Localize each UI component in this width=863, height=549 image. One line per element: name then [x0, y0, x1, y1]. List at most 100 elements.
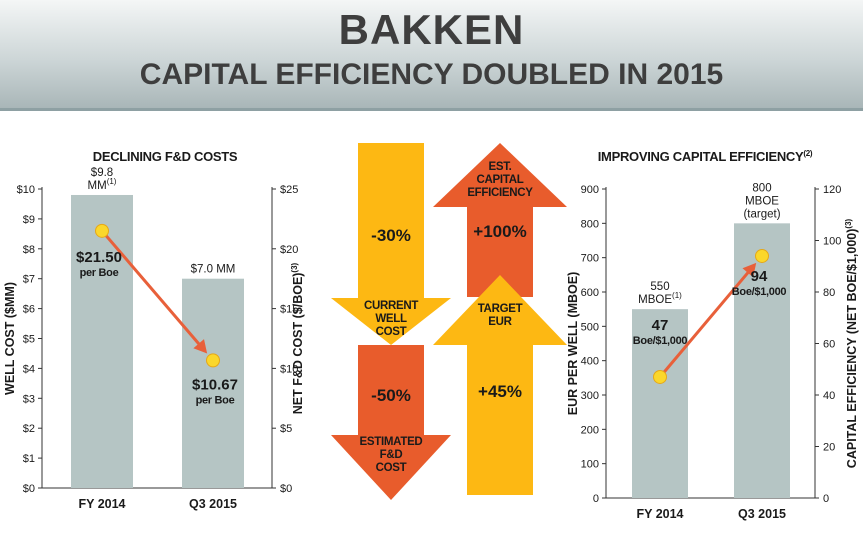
chart1-y2label-text: NET F&D COST ($/BOE): [291, 273, 305, 415]
chart2-point-unit-label: Boe/$1,000: [633, 335, 688, 347]
chart1-bar-value-label: $7.0 MM: [191, 264, 236, 276]
chart2-y2label-text: CAPITAL EFFICIENCY (NET BOE/$1,000): [845, 229, 859, 469]
up-arrow-top-head: [433, 143, 567, 207]
chart1-ytick-label: $0: [23, 483, 35, 495]
chart2-bar-unit-label-text: MBOE: [638, 294, 672, 306]
chart1-ylabel: WELL COST ($MM): [3, 282, 17, 395]
chart2-category-label: Q3 2015: [738, 507, 786, 521]
chart2-trend-line: [658, 267, 753, 378]
chart1-point-1: [95, 223, 109, 238]
down-arrow-bottom-head: [331, 435, 451, 500]
chart2-ytick-label: 0: [593, 493, 599, 505]
up-arrow-bottom-head: [433, 275, 567, 345]
page-title: BAKKEN: [338, 6, 525, 53]
chart2-bar-1: [632, 309, 688, 498]
up-pct-top-label: +100%: [473, 222, 526, 241]
chart2-bar-unit-label-text: MBOE: [745, 195, 779, 207]
chart1-ytick-label: $10: [17, 184, 35, 196]
chart1-y2tick-label: $0: [280, 483, 292, 495]
down-arrow-top-head: [331, 298, 451, 345]
chart1-point-value-label: $21.50: [76, 249, 122, 266]
chart2-y2tick-label: 80: [823, 287, 835, 299]
chart1-ytick-label: $1: [23, 453, 35, 465]
chart1-trend-line: [100, 229, 204, 349]
chart1-bar-unit-label-sup: (1): [107, 177, 117, 186]
chart2-ytick-label: 800: [581, 218, 599, 230]
chart1-bar-unit-label-text: MM: [88, 180, 107, 192]
chart2-y2label-sup: (3): [844, 218, 853, 228]
chart2-bar-note-label: (target): [743, 208, 780, 220]
chart2-point-value-label: 47: [652, 317, 669, 334]
header-divider: [0, 108, 863, 111]
chart1-bar-1: [71, 194, 133, 489]
chart1-ytick-label: $4: [23, 363, 35, 375]
chart1-bar-unit-label: MM(1): [88, 177, 117, 192]
chart2-bar-2: [734, 223, 790, 499]
chart2-title: IMPROVING CAPITAL EFFICIENCY(2): [598, 149, 813, 164]
chart1-ytick-label: $9: [23, 214, 35, 226]
chart2-y2tick-label: 100: [823, 236, 841, 248]
chart2-bar-unit-label: MBOE: [745, 195, 779, 207]
chart1-ytick-label: $2: [23, 423, 35, 435]
current-well-cost-label: COST: [376, 326, 407, 338]
est-capital-efficiency-label: CAPITAL: [477, 174, 524, 186]
chart1-y2label: NET F&D COST ($/BOE)(3): [290, 262, 305, 414]
est-capital-efficiency-label: EFFICIENCY: [467, 187, 533, 199]
chart2-point-unit-label: Boe/$1,000: [732, 286, 787, 298]
chart2-y2label: CAPITAL EFFICIENCY (NET BOE/$1,000)(3): [844, 218, 859, 468]
chart2-trend-arrowhead: [742, 262, 757, 278]
chart1-ytick-label: $7: [23, 274, 35, 286]
chart2-y2tick-label: 0: [823, 493, 829, 505]
current-well-cost-label: CURRENT: [364, 300, 418, 312]
chart1-ytick-label: $8: [23, 244, 35, 256]
chart2-y2tick-label: 20: [823, 442, 835, 454]
header-band: [0, 0, 863, 108]
down-pct-top-label: -30%: [371, 226, 411, 245]
chart1-point-unit-label: per Boe: [196, 394, 235, 406]
chart1-title-text: DECLINING F&D COSTS: [93, 149, 238, 164]
chart1-point-value-label: $10.67: [192, 376, 238, 393]
target-eur-label: TARGET: [478, 303, 523, 315]
chart1-ytick-label: $5: [23, 334, 35, 346]
chart1-bar-2: [182, 278, 244, 488]
chart2-title-sup: (2): [803, 149, 813, 158]
chart2-point-2: [755, 248, 769, 263]
estimated-fd-cost-label: ESTIMATED: [360, 436, 423, 448]
chart2-ytick-label: 300: [581, 390, 599, 402]
chart2-ytick-label: 900: [581, 184, 599, 196]
chart1-category-label: FY 2014: [78, 497, 125, 511]
chart1-y2tick-label: $10: [280, 363, 298, 375]
down-pct-bottom-label: -50%: [371, 386, 411, 405]
chart2-bar-value-label: 800: [752, 182, 771, 194]
chart2-ytick-label: 700: [581, 253, 599, 265]
chart2-ytick-label: 500: [581, 321, 599, 333]
chart2-y2tick-label: 60: [823, 339, 835, 351]
chart1-y2tick-label: $15: [280, 304, 298, 316]
chart2-ytick-label: 600: [581, 287, 599, 299]
down-arrow-top-shaft: [358, 143, 424, 298]
estimated-fd-cost-label: COST: [376, 462, 407, 474]
chart1-trend-arrowhead: [193, 339, 208, 354]
chart1-y2tick-label: $5: [280, 423, 292, 435]
target-eur-label: EUR: [488, 316, 512, 328]
chart2-title-text: IMPROVING CAPITAL EFFICIENCY: [598, 149, 804, 164]
chart2-y2tick-label: 40: [823, 390, 835, 402]
chart2-point-value-label: 94: [751, 268, 768, 285]
chart1-category-label: Q3 2015: [189, 497, 237, 511]
current-well-cost-label: WELL: [375, 313, 407, 325]
chart2-ytick-label: 400: [581, 356, 599, 368]
chart2-bar-value-label: 550: [650, 281, 669, 293]
chart2-ytick-label: 200: [581, 424, 599, 436]
chart1-title: DECLINING F&D COSTS: [93, 149, 238, 164]
estimated-fd-cost-label: F&D: [380, 449, 403, 461]
down-arrow-bottom-shaft: [358, 345, 424, 435]
chart1-y2tick-label: $20: [280, 244, 298, 256]
chart2-y2tick-label: 120: [823, 184, 841, 196]
up-pct-bottom-label: +45%: [478, 382, 522, 401]
chart2-bar-unit-label-sup: (1): [672, 291, 682, 300]
chart2-point-1: [653, 369, 667, 384]
chart1-ytick-label: $3: [23, 393, 35, 405]
chart2-category-label: FY 2014: [636, 507, 683, 521]
est-capital-efficiency-label: EST.: [488, 161, 511, 173]
